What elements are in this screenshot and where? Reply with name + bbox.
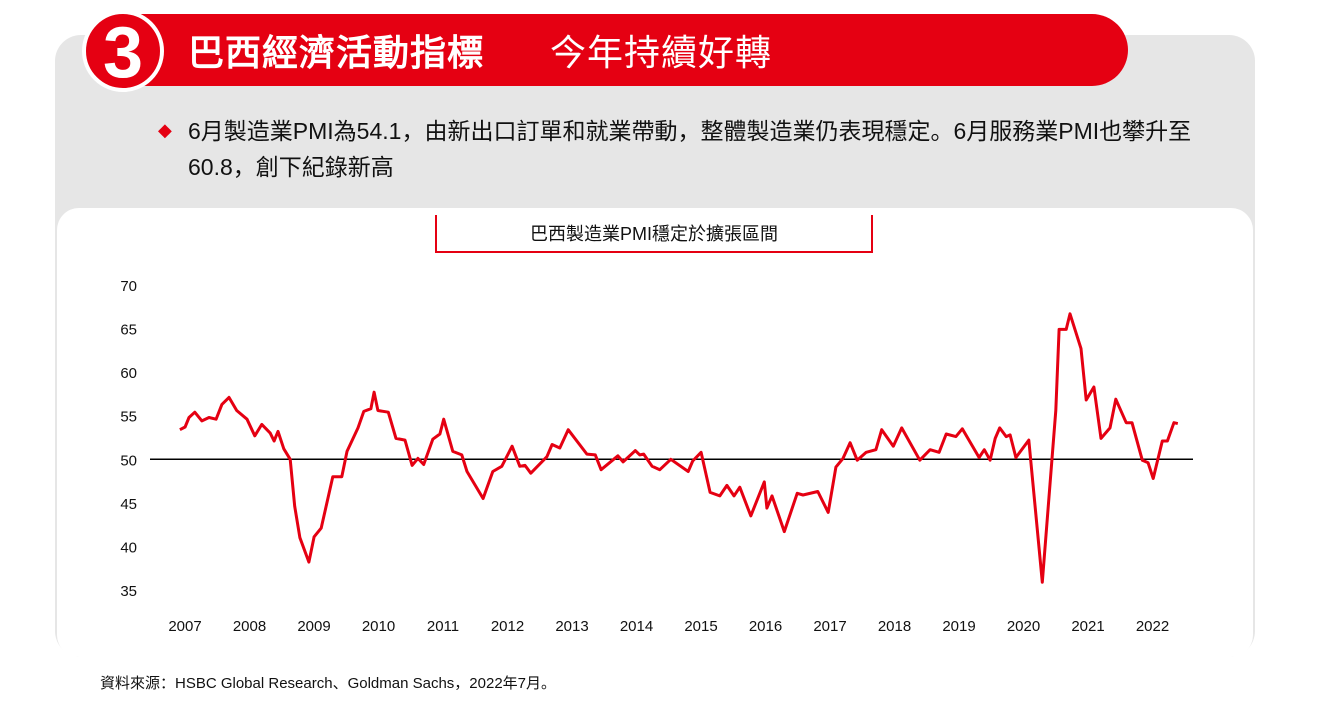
y-tick-label: 45: [120, 496, 137, 513]
x-tick-label: 2021: [1071, 618, 1104, 635]
x-tick-label: 2020: [1007, 618, 1040, 635]
x-tick-label: 2015: [684, 618, 717, 635]
y-tick-label: 35: [120, 583, 137, 600]
x-tick-label: 2008: [233, 618, 266, 635]
chart-title: 巴西製造業PMI穩定於擴張區間: [435, 215, 873, 253]
y-tick-label: 60: [120, 365, 137, 382]
y-tick-label: 40: [120, 539, 137, 556]
header-banner: [120, 14, 1128, 86]
x-tick-label: 2010: [362, 618, 395, 635]
pmi-series-line: [179, 312, 1179, 584]
x-tick-label: 2022: [1136, 618, 1169, 635]
header-title: 巴西經濟活動指標: [188, 32, 485, 73]
x-tick-label: 2017: [813, 618, 846, 635]
x-tick-label: 2009: [297, 618, 330, 635]
diamond-bullet-icon: ◆: [158, 120, 172, 140]
description-text: 6月製造業PMI為54.1，由新出口訂單和就業帶動，整體製造業仍表現穩定。6月服…: [188, 118, 1192, 180]
section-number: 3: [82, 10, 164, 92]
x-tick-label: 2013: [555, 618, 588, 635]
y-tick-label: 65: [120, 322, 137, 339]
source-note: 資料來源：HSBC Global Research、Goldman Sachs，…: [100, 675, 556, 692]
header-subtitle: 今年持續好轉: [550, 32, 773, 73]
y-tick-label: 70: [120, 278, 137, 295]
x-tick-label: 2019: [942, 618, 975, 635]
x-tick-label: 2007: [168, 618, 201, 635]
y-tick-label: 50: [120, 452, 137, 469]
x-tick-label: 2018: [878, 618, 911, 635]
x-tick-label: 2014: [620, 618, 653, 635]
x-tick-label: 2011: [427, 618, 459, 635]
y-tick-label: 55: [120, 409, 137, 426]
x-tick-label: 2012: [491, 618, 524, 635]
x-tick-label: 2016: [749, 618, 782, 635]
